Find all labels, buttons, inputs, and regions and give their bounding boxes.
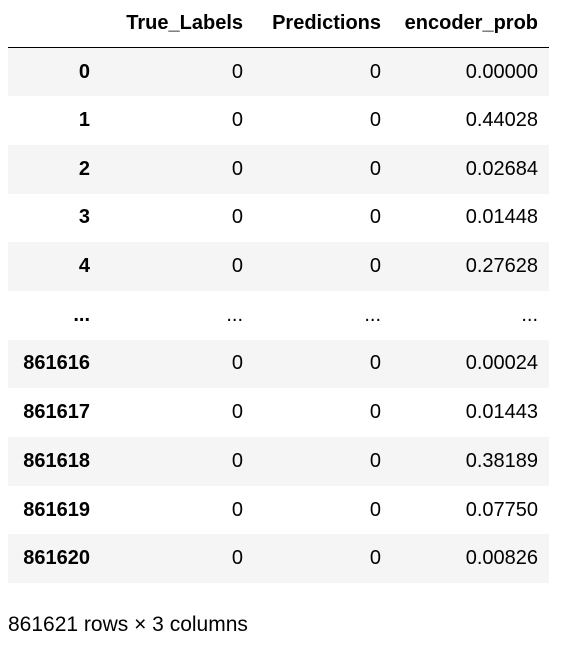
- cell-true-labels: 0: [231, 109, 243, 132]
- cell-true-labels: 0: [231, 157, 243, 180]
- index-header: [8, 0, 100, 48]
- cell-true-labels: 0: [231, 498, 243, 521]
- cell-encoder-prob: 0.02684: [465, 157, 538, 180]
- table-row: 861619 0 0 0.07750: [8, 485, 549, 535]
- table-header: True_Labels Predictions encoder_prob: [8, 0, 549, 48]
- cell-encoder-prob: 0.27628: [465, 255, 538, 278]
- table-row: 2 0 0 0.02684: [8, 144, 549, 194]
- cell-predictions: 0: [369, 449, 381, 472]
- cell-true-labels: 0: [231, 352, 243, 375]
- cell-true-labels: 0: [231, 206, 243, 229]
- cell-encoder-prob: 0.07750: [465, 498, 538, 521]
- row-index: 1: [78, 109, 90, 132]
- table-row-ellipsis: ... ... ... ...: [8, 290, 549, 340]
- column-header-predictions: Predictions: [254, 0, 392, 48]
- cell-predictions: 0: [369, 401, 381, 424]
- table-row: 861616 0 0 0.00024: [8, 339, 549, 389]
- cell-true-labels: 0: [231, 60, 243, 83]
- row-index: 861617: [23, 401, 90, 424]
- cell-true-labels: 0: [231, 255, 243, 278]
- table-row: 3 0 0 0.01448: [8, 193, 549, 243]
- cell-predictions: 0: [369, 498, 381, 521]
- dataframe-shape-text: 861621 rows × 3 columns: [8, 613, 248, 636]
- row-index: 2: [78, 157, 90, 180]
- table-row: 4 0 0 0.27628: [8, 242, 549, 291]
- cell-encoder-prob: 0.44028: [465, 109, 538, 132]
- cell-true-labels: ...: [226, 303, 243, 326]
- row-index: 861620: [23, 547, 90, 570]
- cell-true-labels: 0: [231, 401, 243, 424]
- row-index: 0: [78, 60, 90, 83]
- row-index: 861619: [23, 498, 90, 521]
- header-row: True_Labels Predictions encoder_prob: [8, 0, 549, 48]
- cell-true-labels: 0: [231, 547, 243, 570]
- table-row: 861618 0 0 0.38189: [8, 437, 549, 486]
- cell-encoder-prob: 0.01443: [465, 401, 538, 424]
- cell-predictions: 0: [369, 157, 381, 180]
- row-index: ...: [73, 303, 90, 326]
- cell-encoder-prob: 0.38189: [465, 449, 538, 472]
- cell-predictions: 0: [369, 547, 381, 570]
- cell-predictions: ...: [364, 303, 381, 326]
- cell-encoder-prob: 0.00000: [465, 60, 538, 83]
- row-index: 3: [78, 206, 90, 229]
- cell-encoder-prob: 0.00826: [465, 547, 538, 570]
- table-body: 0 0 0 0.00000 1 0 0 0.44028 2 0 0 0.0268…: [8, 47, 549, 584]
- table-row: 861620 0 0 0.00826: [8, 534, 549, 584]
- column-header-true-labels: True_Labels: [100, 0, 254, 48]
- cell-encoder-prob: ...: [521, 303, 538, 326]
- table-row: 861617 0 0 0.01443: [8, 388, 549, 437]
- table-row: 1 0 0 0.44028: [8, 96, 549, 145]
- cell-encoder-prob: 0.01448: [465, 206, 538, 229]
- cell-predictions: 0: [369, 206, 381, 229]
- cell-encoder-prob: 0.00024: [465, 352, 538, 375]
- cell-predictions: 0: [369, 255, 381, 278]
- row-index: 4: [78, 255, 90, 278]
- dataframe-table: True_Labels Predictions encoder_prob 0 0…: [8, 0, 549, 584]
- table-row: 0 0 0 0.00000: [8, 47, 549, 97]
- cell-true-labels: 0: [231, 449, 243, 472]
- row-index: 861616: [23, 352, 90, 375]
- cell-predictions: 0: [369, 60, 381, 83]
- cell-predictions: 0: [369, 352, 381, 375]
- cell-predictions: 0: [369, 109, 381, 132]
- column-header-encoder-prob: encoder_prob: [392, 0, 549, 48]
- row-index: 861618: [23, 449, 90, 472]
